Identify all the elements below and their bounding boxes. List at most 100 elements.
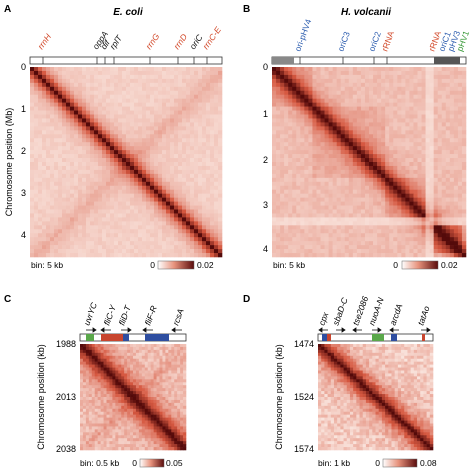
heatmap-cell	[62, 126, 67, 131]
gene-labels: ori-pHV4 oriC3 oriC2 rRNA rRNA oriC1 pHV…	[292, 17, 471, 52]
heatmap-cell	[110, 213, 115, 218]
heatmap-cell	[377, 130, 382, 135]
heatmap-cell	[405, 122, 410, 127]
heatmap-cell	[186, 217, 191, 222]
heatmap-cell	[328, 130, 333, 135]
heatmap-cell	[397, 221, 402, 226]
heatmap-cell	[385, 67, 390, 72]
heatmap-cell	[433, 154, 439, 159]
heatmap-cell	[453, 209, 459, 214]
heatmap-cell	[130, 158, 135, 163]
heatmap-cell	[300, 98, 305, 103]
heatmap-cell	[320, 114, 325, 119]
heatmap-cell	[50, 114, 55, 119]
heatmap-cell	[280, 78, 285, 84]
heatmap-cell	[312, 165, 317, 171]
heatmap-cell	[393, 241, 398, 246]
heatmap-cell	[373, 98, 378, 103]
heatmap-cell	[170, 158, 175, 163]
heatmap-cell	[340, 241, 346, 246]
heatmap-cell	[30, 233, 35, 238]
heatmap-cell	[324, 78, 329, 84]
heatmap-cell	[142, 253, 147, 258]
heatmap-cell	[50, 205, 55, 210]
heatmap-cell	[102, 229, 107, 234]
heatmap-cell	[417, 225, 422, 230]
heatmap-cell	[58, 70, 63, 76]
heatmap-cell	[421, 86, 426, 92]
heatmap-cell	[453, 102, 459, 107]
heatmap-cell	[280, 110, 285, 115]
heatmap-cell	[441, 110, 447, 115]
heatmap-cell	[433, 241, 439, 246]
heatmap-cell	[340, 173, 346, 179]
heatmap-cell	[393, 237, 398, 242]
heatmap-cell	[62, 185, 67, 191]
heatmap-cell	[449, 213, 455, 218]
heatmap-cell	[356, 90, 362, 96]
heatmap-cell	[364, 189, 370, 194]
heatmap-cell	[86, 241, 91, 246]
heatmap-cell	[352, 142, 358, 147]
heatmap-cell	[280, 233, 285, 238]
heatmap-cell	[316, 86, 321, 92]
heatmap-cell	[364, 181, 370, 187]
heatmap-cell	[340, 245, 346, 250]
heatmap-cell	[360, 185, 366, 191]
heatmap-cell	[42, 185, 47, 191]
heatmap-cell	[449, 173, 455, 179]
heatmap-cell	[58, 142, 63, 147]
heatmap-cell	[360, 70, 366, 76]
heatmap-cell	[369, 165, 374, 171]
heatmap-cell	[42, 102, 47, 107]
heatmap-cell	[445, 249, 451, 254]
heatmap-cell	[356, 181, 362, 187]
heatmap-cell	[296, 74, 301, 80]
heatmap-cell	[122, 138, 127, 143]
heatmap-cell	[421, 126, 426, 131]
heatmap-cell	[162, 90, 167, 96]
heatmap-cell	[110, 189, 115, 194]
heatmap-cell	[90, 118, 95, 123]
heatmap-cell	[409, 118, 414, 123]
heatmap-cell	[344, 158, 350, 163]
heatmap-cell	[166, 213, 171, 218]
heatmap-cell	[194, 221, 199, 226]
heatmap-cell	[178, 122, 183, 127]
heatmap-cell	[385, 102, 390, 107]
heatmap-cell	[308, 225, 313, 230]
heatmap-cell	[429, 138, 434, 143]
heatmap-cell	[42, 118, 47, 123]
heatmap-cell	[429, 150, 434, 155]
heatmap-cell	[102, 217, 107, 222]
heatmap-cell	[409, 249, 414, 254]
heatmap-cell	[158, 74, 163, 80]
heatmap-cell	[182, 150, 187, 155]
heatmap-cell	[86, 122, 91, 127]
heatmap-cell	[308, 221, 313, 226]
heatmap-cell	[190, 169, 195, 175]
heatmap-cell	[429, 173, 434, 179]
heatmap-cell	[86, 173, 91, 179]
heatmap-cell	[90, 122, 95, 127]
y-tick: 0	[21, 62, 26, 72]
heatmap-cell	[114, 241, 119, 246]
heatmap-cell	[178, 189, 183, 194]
heatmap-cell	[340, 205, 346, 210]
heatmap-cell	[150, 169, 155, 175]
heatmap-cell	[162, 78, 167, 84]
heatmap-cell	[369, 189, 374, 194]
heatmap-cell	[292, 74, 297, 80]
heatmap-cell	[58, 82, 63, 88]
heatmap-cell	[80, 346, 84, 351]
heatmap-cell	[46, 74, 51, 80]
heatmap-cell	[126, 237, 131, 242]
heatmap-cell	[401, 165, 406, 171]
heatmap-cell	[178, 209, 183, 214]
heatmap-cell	[214, 98, 219, 103]
heatmap-cell	[70, 134, 75, 139]
heatmap-cell	[198, 193, 203, 198]
heatmap-cell	[288, 146, 293, 151]
heatmap-cell	[202, 253, 207, 258]
heatmap-cell	[449, 130, 455, 135]
